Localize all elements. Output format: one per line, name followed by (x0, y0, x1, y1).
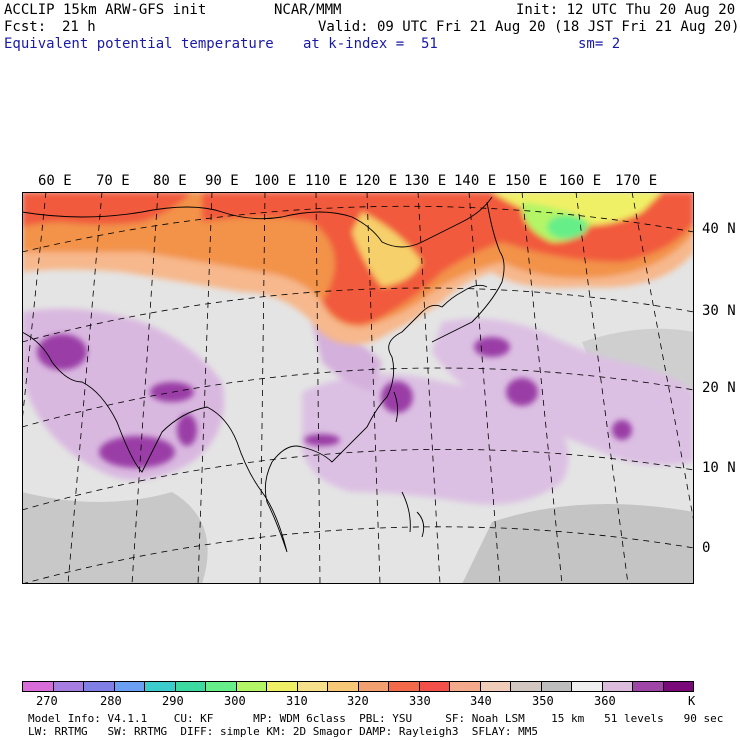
colorbar-swatch (23, 682, 54, 691)
grey-region (462, 504, 694, 584)
lon-label: 170 E (615, 173, 658, 189)
theta-e-map (22, 192, 694, 584)
purple-core (506, 378, 538, 406)
colorbar-swatch (84, 682, 115, 691)
purple-core (37, 334, 87, 370)
coastline (421, 284, 488, 313)
colorbar-swatch (419, 682, 450, 691)
colorbar-swatch (450, 682, 481, 691)
colorbar-tick-label: 310 (286, 694, 308, 708)
init-time: Init: 12 UTC Thu 20 Aug 20 (516, 2, 736, 18)
colorbar-tick-label: 340 (470, 694, 492, 708)
colorbar-swatch (328, 682, 359, 691)
lon-label: 60 E (38, 173, 72, 189)
lat-label: 20 N (702, 380, 736, 396)
colorbar-swatch (175, 682, 206, 691)
colorbar-swatch (114, 682, 145, 691)
colorbar-unit: K (688, 694, 696, 708)
forecast-hours: 21 h (62, 19, 96, 35)
lon-label: 70 E (96, 173, 130, 189)
coastline (393, 391, 399, 423)
colorbar-swatch (572, 682, 603, 691)
lon-label: 150 E (505, 173, 548, 189)
purple-core (612, 420, 632, 440)
colorbar-swatch (358, 682, 389, 691)
lon-label: 130 E (404, 173, 447, 189)
warm-band (22, 192, 192, 227)
colorbar-tick-label: 330 (409, 694, 431, 708)
lat-label: 10 N (702, 460, 736, 476)
lat-label: 30 N (702, 303, 736, 319)
colorbar-tick-label: 350 (532, 694, 554, 708)
coastline (22, 196, 493, 248)
model-info-line1: Model Info: V4.1.1 CU: KF MP: WDM 6class… (28, 712, 724, 725)
parallel-line (22, 526, 694, 584)
colorbar-swatch (389, 682, 420, 691)
parallel-line (22, 448, 694, 511)
level-info: at k-index = 51 (303, 36, 438, 52)
colorbar-swatch (633, 682, 664, 691)
grey-region (22, 492, 208, 584)
colorbar-swatch (541, 682, 572, 691)
colorbar-swatch (663, 682, 693, 691)
colorbar-swatch (297, 682, 328, 691)
colorbar-swatch (145, 682, 176, 691)
coastline (22, 311, 423, 553)
colorbar-tick-label: 320 (347, 694, 369, 708)
colorbar-swatch (236, 682, 267, 691)
purple-core (99, 436, 175, 468)
smoothing-info: sm= 2 (578, 36, 621, 52)
lon-label: 80 E (153, 173, 187, 189)
lon-label: 90 E (205, 173, 239, 189)
coastline (401, 491, 425, 538)
colorbar-tick-label: 280 (100, 694, 122, 708)
colorbar-tick-label: 300 (224, 694, 246, 708)
colorbar-tick-label: 360 (594, 694, 616, 708)
lilac-region (312, 322, 382, 392)
colorbar-swatch (206, 682, 237, 691)
colorbar-tick-label: 290 (162, 694, 184, 708)
colorbar (22, 681, 694, 692)
purple-core (177, 414, 197, 446)
colorbar-swatch (267, 682, 298, 691)
parallel-line (22, 367, 694, 428)
forecast-label: Fcst: (4, 19, 47, 35)
warm-band (352, 212, 422, 287)
coastline (431, 201, 505, 343)
header-center-credit: NCAR/MMM (274, 2, 342, 18)
warm-band (492, 192, 662, 226)
header-title: ACCLIP 15km ARW-GFS init (4, 2, 207, 18)
lon-label: 120 E (355, 173, 398, 189)
lon-label: 100 E (254, 173, 297, 189)
colorbar-swatch (480, 682, 511, 691)
lon-label: 110 E (305, 173, 348, 189)
model-info-line2: LW: RRTMG SW: RRTMG DIFF: simple KM: 2D … (28, 725, 538, 738)
purple-core (381, 381, 413, 413)
map-frame (22, 192, 694, 584)
colorbar-swatch (53, 682, 84, 691)
colorbar-swatch (602, 682, 633, 691)
lat-label: 0 (702, 540, 711, 556)
meridian-line (22, 192, 47, 423)
purple-core (474, 337, 510, 357)
field-name: Equivalent potential temperature (4, 36, 274, 52)
lon-label: 140 E (454, 173, 497, 189)
valid-time: Valid: 09 UTC Fri 21 Aug 20 (18 JST Fri … (318, 19, 740, 35)
warm-band (547, 215, 587, 239)
lon-label: 160 E (559, 173, 602, 189)
colorbar-swatch (511, 682, 542, 691)
colorbar-tick-label: 270 (36, 694, 58, 708)
lat-label: 40 N (702, 221, 736, 237)
purple-core (304, 434, 340, 446)
meridian-line (631, 192, 694, 523)
